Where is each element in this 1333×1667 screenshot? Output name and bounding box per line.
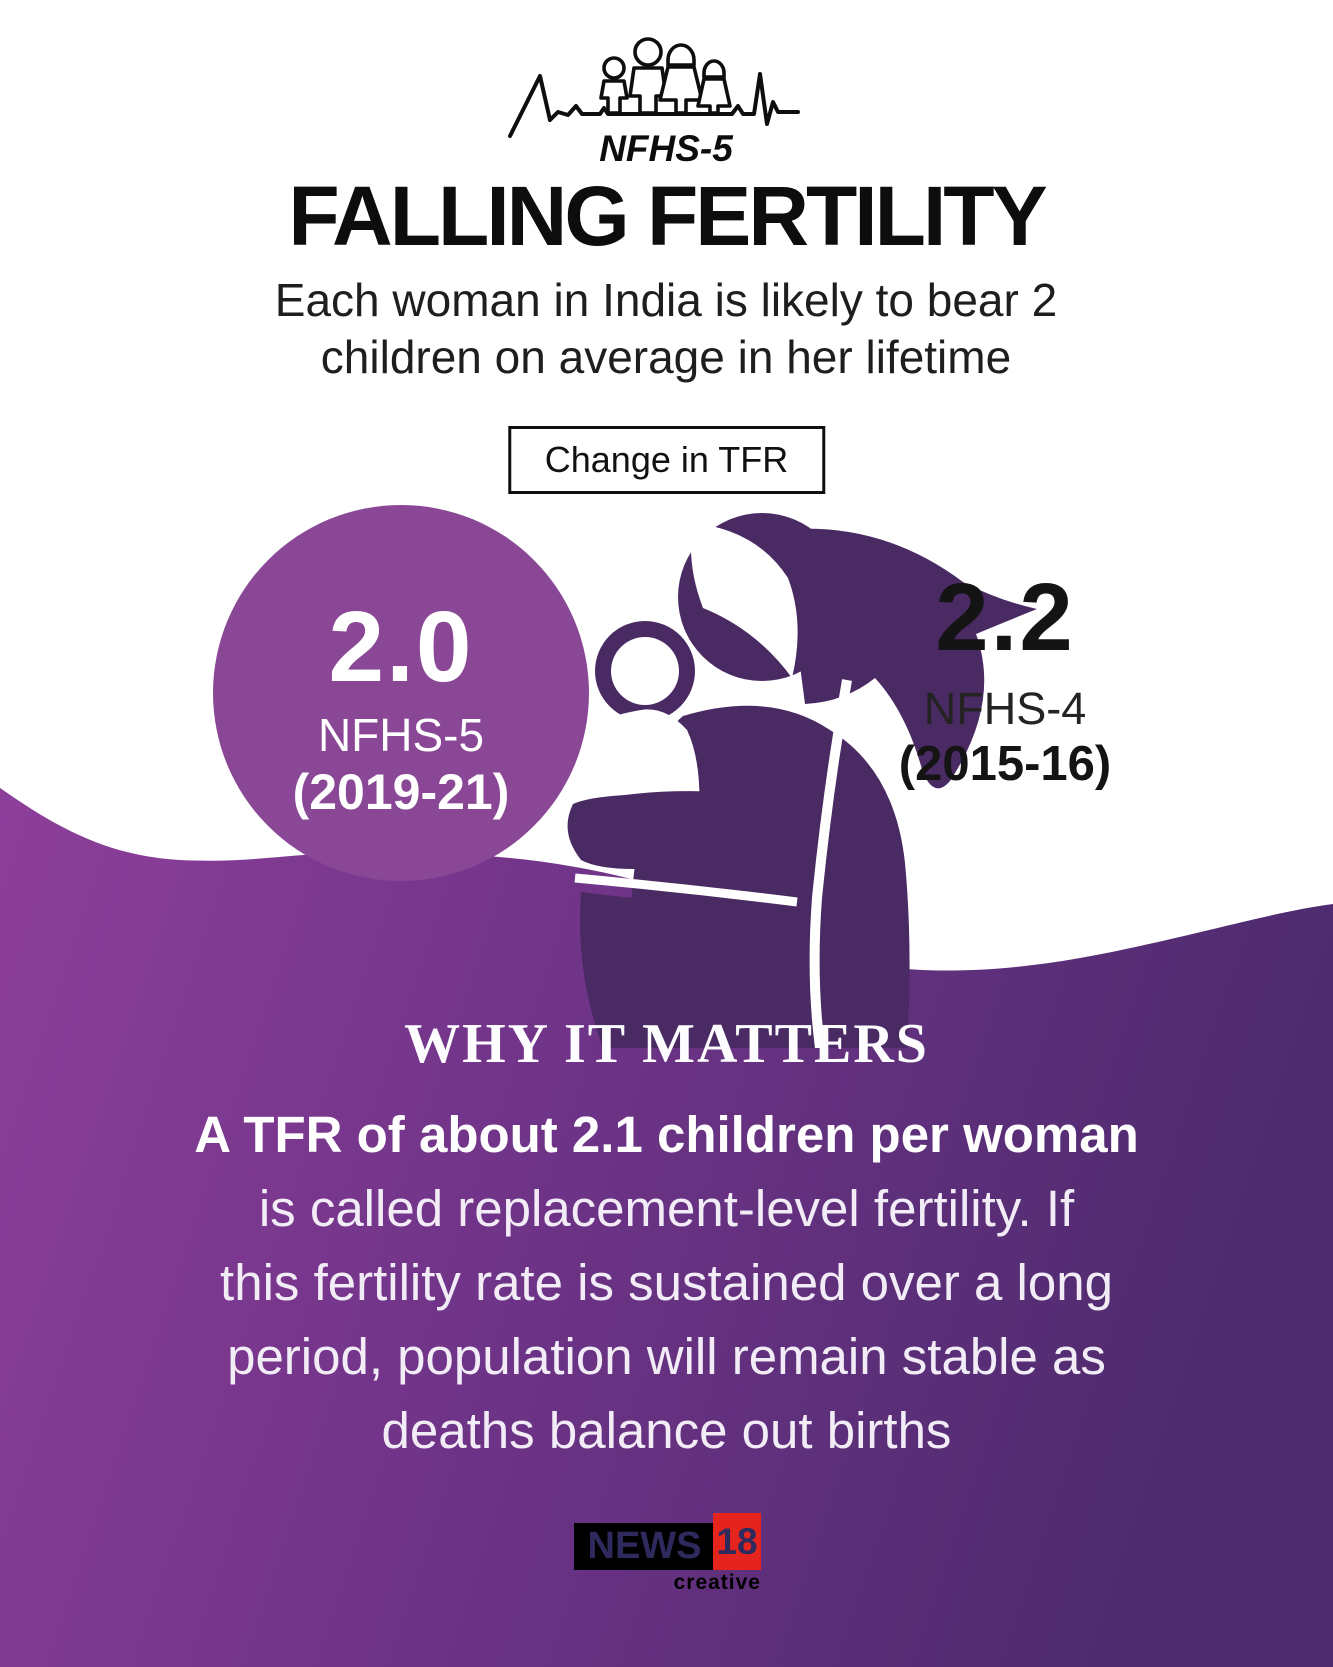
subtitle-line-1: Each woman in India is likely to bear 2 bbox=[274, 274, 1058, 326]
tfr-nfhs4-period: (2015-16) bbox=[898, 737, 1112, 791]
news18-brand-text: NEWS bbox=[587, 1525, 702, 1567]
tfr-nfhs4-survey: NFHS-4 bbox=[923, 683, 1087, 734]
tfr-nfhs5-survey: NFHS-5 bbox=[317, 709, 485, 761]
tfr-nfhs5-circle: 2.0 NFHS-5 (2019-21) bbox=[213, 505, 589, 881]
tfr-nfhs4-block: 2.2 NFHS-4 (2015-16) bbox=[855, 566, 1155, 793]
purple-wave-background bbox=[0, 788, 1333, 1667]
news18-red-box: 18 bbox=[713, 1513, 761, 1570]
paragraph-line-1: A TFR of about 2.1 children per woman bbox=[194, 1106, 1139, 1163]
why-it-matters-paragraph: A TFR of about 2.1 children per woman is… bbox=[37, 1098, 1297, 1468]
news18-tagline: creative bbox=[673, 1571, 761, 1594]
news18-number: 18 bbox=[716, 1520, 758, 1562]
nfhs5-logo-label: NFHS-5 bbox=[599, 128, 734, 168]
page-subtitle: Each woman in India is likely to bear 2 … bbox=[176, 272, 1156, 386]
news18-black-box: NEWS bbox=[574, 1523, 715, 1570]
page-title: FALLING FERTILITY bbox=[288, 169, 1047, 263]
paragraph-line-5: deaths balance out births bbox=[381, 1402, 952, 1459]
subtitle-line-2: children on average in her lifetime bbox=[320, 331, 1012, 383]
paragraph-line-3: this fertility rate is sustained over a … bbox=[220, 1254, 1113, 1311]
tfr-nfhs4-value: 2.2 bbox=[935, 564, 1075, 671]
paragraph-line-4: period, population will remain stable as bbox=[227, 1328, 1106, 1385]
news18-creative-logo: NEWS 18 creative bbox=[574, 1513, 764, 1601]
change-in-tfr-label: Change in TFR bbox=[507, 426, 826, 494]
family-figures-icon bbox=[599, 37, 732, 115]
nfhs5-family-ekg-icon: NFHS-5 bbox=[508, 37, 800, 168]
tfr-nfhs5-period: (2019-21) bbox=[292, 764, 510, 820]
tfr-nfhs5-value: 2.0 bbox=[328, 591, 474, 703]
paragraph-line-2: is called replacement-level fertility. I… bbox=[258, 1180, 1075, 1237]
mother-and-child-icon bbox=[567, 513, 1037, 1048]
why-it-matters-heading: WHY IT MATTERS bbox=[404, 1013, 929, 1075]
